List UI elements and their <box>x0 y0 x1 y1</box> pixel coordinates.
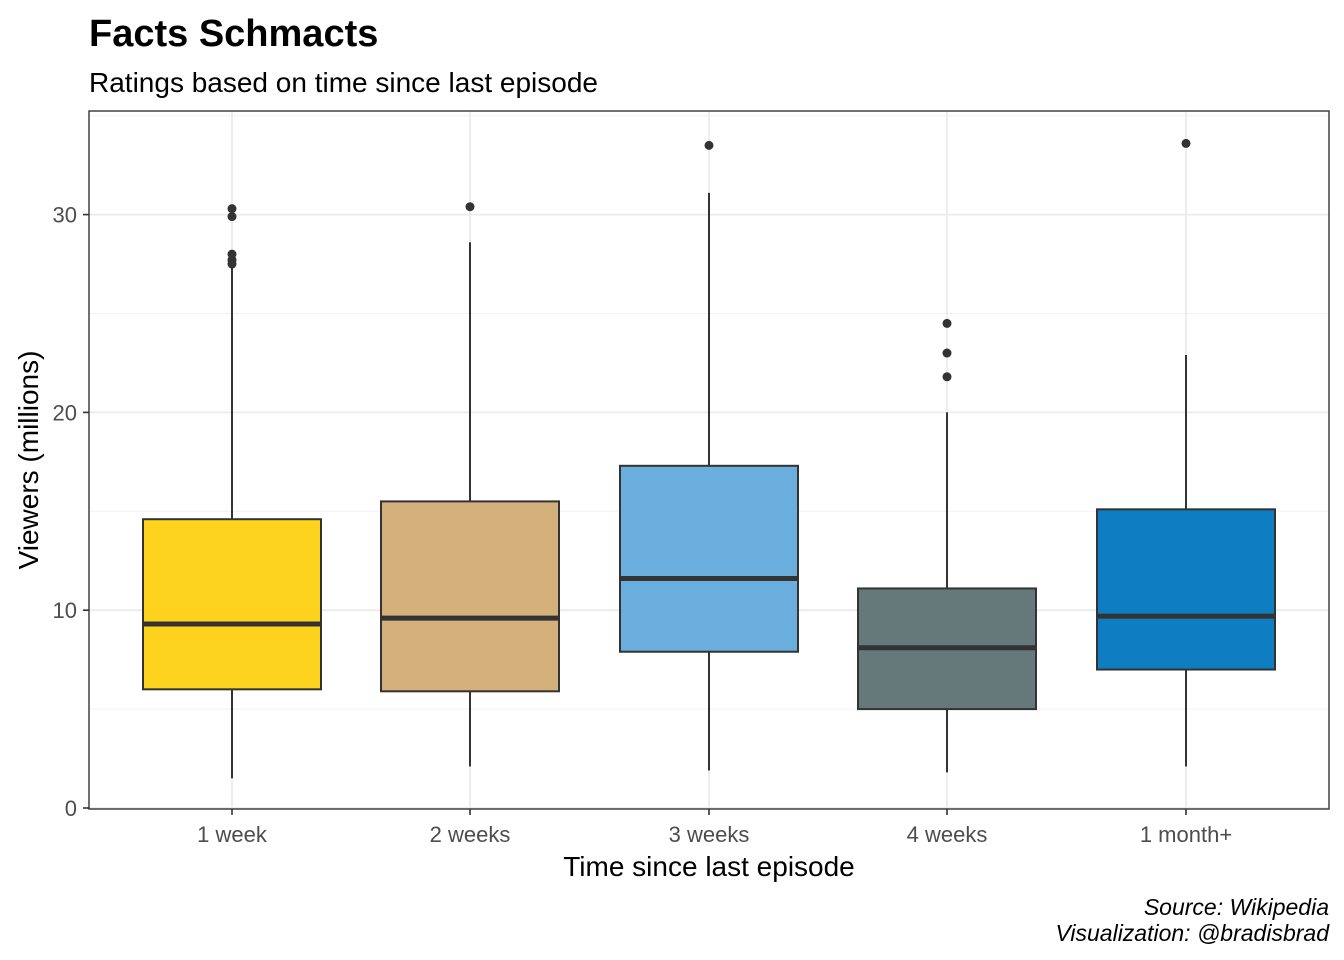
outlier-point <box>704 140 714 150</box>
box-iqr <box>619 464 799 653</box>
axes: 0 10 20 30 1 week 2 weeks 3 weeks 4 weeks 1 mont… <box>53 203 1233 847</box>
caption-visualization: Visualization: @bradisbrad <box>1055 920 1330 946</box>
x-tick-label: 1 month+ <box>1140 822 1232 847</box>
caption-source: Source: Wikipedia <box>1144 894 1329 920</box>
outlier-point <box>227 204 237 214</box>
x-tick-label: 3 weeks <box>669 822 750 847</box>
box-4 <box>857 318 1037 773</box>
chart-subtitle: Ratings based on time since last episode <box>89 67 598 98</box>
box-iqr <box>142 518 322 691</box>
y-axis-title: Viewers (millions) <box>13 351 44 570</box>
y-tick-label: 20 <box>53 400 77 425</box>
outlier-point <box>227 249 237 259</box>
x-tick-label: 2 weeks <box>430 822 511 847</box>
box-1 <box>142 204 322 779</box>
boxes <box>142 138 1276 779</box>
y-tick-label: 30 <box>53 203 77 228</box>
y-tick-label: 0 <box>65 796 77 821</box>
chart-title: Facts Schmacts <box>89 13 378 55</box>
box-5 <box>1096 138 1276 767</box>
x-tick-label: 1 week <box>197 822 268 847</box>
x-tick-label: 4 weeks <box>907 822 988 847</box>
x-axis-title: Time since last episode <box>563 851 855 882</box>
box-iqr <box>380 500 560 693</box>
outlier-point <box>942 372 952 382</box>
outlier-point <box>465 202 475 212</box>
y-tick-label: 10 <box>53 598 77 623</box>
outlier-point <box>942 348 952 358</box>
box-2 <box>380 202 560 767</box>
box-iqr <box>1096 508 1276 671</box>
outlier-point <box>1181 138 1191 148</box>
outlier-point <box>942 318 952 328</box>
box-3 <box>619 140 799 771</box>
outlier-point <box>227 212 237 222</box>
